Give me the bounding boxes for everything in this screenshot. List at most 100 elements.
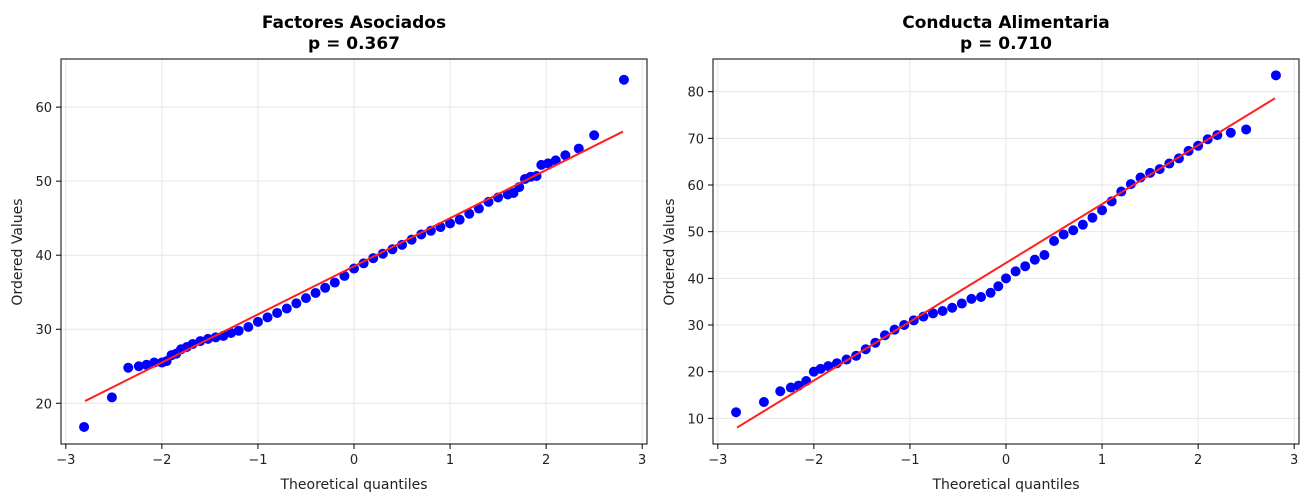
x-tick-label: 3 [638,453,646,468]
qq-plot-conducta-alimentaria: −3 −2 −1 0 1 2 3 10 20 30 40 50 60 70 80 Conducta Ali… [662,13,1300,493]
data-point [233,325,244,336]
data-point [141,359,152,370]
y-tick-label: 30 [687,319,704,334]
data-point [993,281,1004,292]
data-point [320,282,331,293]
y-tick-label: 70 [687,132,704,147]
data-point [106,392,117,403]
y-tick-label: 60 [35,101,52,116]
data-point [589,130,600,141]
data-point [252,316,263,327]
chart-subtitle: p = 0.710 [960,34,1052,54]
y-axis-ticks: 20 30 40 50 60 [35,101,61,412]
data-point [815,363,826,374]
data-point [1049,236,1060,246]
y-axis-label: Ordered Values [662,198,678,305]
data-point [1241,124,1252,135]
x-axis-label: Theoretical quantiles [279,477,427,493]
data-point [464,208,475,219]
data-point [1225,127,1236,138]
qq-plot-factores-asociados: −3 −2 −1 0 1 2 3 20 30 40 50 60 Factores Asociados… [10,13,648,493]
y-tick-label: 10 [687,412,704,427]
x-tick-label: −3 [56,453,75,468]
x-tick-label: 3 [1290,453,1298,468]
data-point [1097,205,1108,216]
data-point [281,303,292,314]
data-point [262,312,273,323]
data-point [1039,250,1050,260]
x-tick-label: 2 [1194,453,1202,468]
y-tick-label: 40 [687,272,704,287]
data-point [1001,273,1011,284]
y-axis-label: Ordered Values [10,198,26,305]
data-point [1125,179,1136,190]
data-point [1068,225,1079,236]
y-tick-label: 80 [687,86,704,101]
data-point [1270,70,1281,81]
data-point [785,382,796,393]
data-point [731,407,742,418]
y-axis-ticks: 10 20 30 40 50 60 70 80 [687,86,713,427]
data-point [823,361,834,372]
data-point [618,74,629,85]
x-tick-label: −2 [804,453,823,468]
data-point [445,218,456,229]
data-point [243,322,254,333]
data-point [291,298,302,309]
x-tick-label: 0 [350,453,358,468]
data-point [1058,229,1069,240]
data-point [1077,219,1088,230]
data-point [966,293,977,304]
data-point [1010,266,1021,277]
data-point [1020,261,1031,272]
y-tick-label: 20 [687,366,704,381]
data-point [123,362,134,373]
fit-line [736,97,1276,429]
chart-subtitle: p = 0.367 [308,34,400,54]
data-point [560,150,571,161]
data-point [758,397,769,407]
data-point [956,298,967,309]
chart-title: Conducta Alimentaria [902,13,1110,33]
data-point [927,308,938,319]
data-point [775,386,786,397]
x-tick-label: 1 [1098,453,1106,468]
x-tick-label: −1 [900,453,919,468]
data-point [133,361,144,372]
data-point [79,421,90,432]
data-point [272,307,283,318]
y-tick-label: 50 [35,175,52,190]
y-tick-label: 30 [35,323,52,338]
grid-lines [61,59,647,444]
x-tick-label: −3 [708,453,727,468]
y-tick-label: 20 [35,397,52,412]
x-tick-label: −1 [248,453,267,468]
data-point [454,214,465,225]
x-axis-label: Theoretical quantiles [931,477,1079,493]
y-tick-label: 50 [687,226,704,241]
x-tick-label: 1 [446,453,454,468]
fit-line [84,130,624,402]
data-point [226,327,237,338]
data-point [1029,254,1040,265]
x-tick-label: 0 [1002,453,1010,468]
data-points-layer [79,74,629,432]
data-point [300,293,311,304]
data-point [937,306,948,316]
x-axis-ticks: −3 −2 −1 0 1 2 3 [56,444,646,468]
data-point [573,143,584,154]
x-tick-label: 2 [542,453,550,468]
data-point [310,287,321,298]
chart-title: Factores Asociados [262,13,446,33]
y-tick-label: 40 [35,249,52,264]
data-point [329,277,340,288]
x-axis-ticks: −3 −2 −1 0 1 2 3 [708,444,1298,468]
data-point [947,302,958,313]
data-point [397,239,408,250]
data-point [1087,212,1098,223]
data-points-layer [731,70,1281,429]
y-tick-label: 60 [687,179,704,194]
x-tick-label: −2 [152,453,171,468]
data-point [543,158,554,169]
